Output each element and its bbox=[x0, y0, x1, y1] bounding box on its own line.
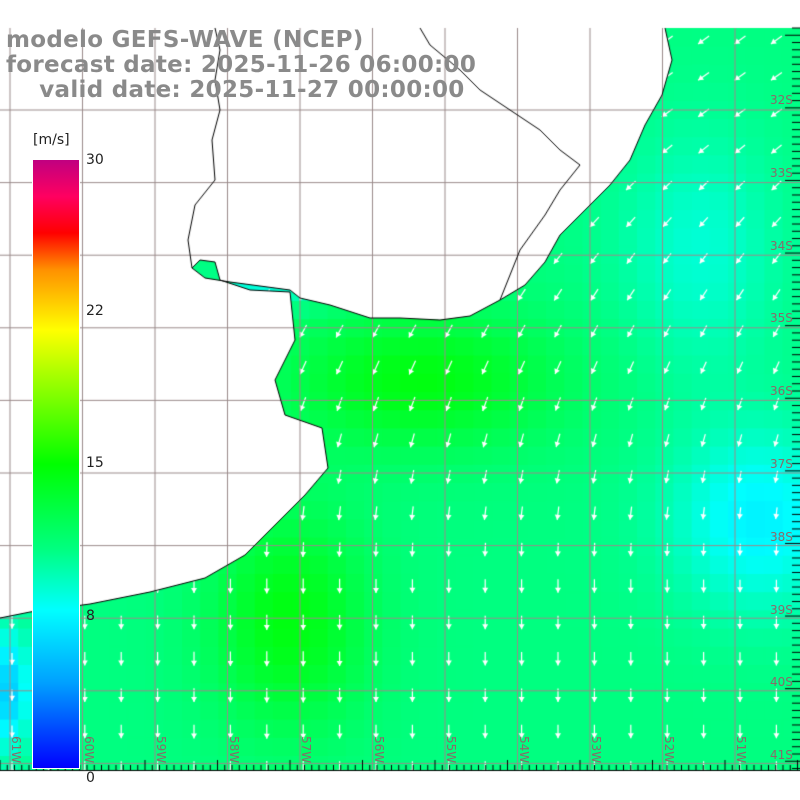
colorbar-tick: 0 bbox=[86, 770, 95, 786]
longitude-label: 52W bbox=[661, 736, 676, 764]
latitude-label: 38S bbox=[770, 529, 793, 544]
longitude-label: 54W bbox=[516, 736, 531, 764]
latitude-label: 36S bbox=[770, 384, 793, 399]
longitude-label: 58W bbox=[226, 736, 241, 764]
longitude-label: 56W bbox=[371, 736, 386, 764]
latitude-label: 37S bbox=[770, 457, 793, 471]
latitude-label: 35S bbox=[770, 311, 793, 326]
colorbar-tick: 22 bbox=[86, 303, 104, 319]
longitude-label: 51W bbox=[734, 736, 748, 764]
colorbar bbox=[32, 159, 80, 769]
longitude-label: 55W bbox=[444, 736, 458, 764]
longitude-label: 53W bbox=[589, 736, 603, 764]
longitude-label: 57W bbox=[299, 736, 313, 764]
model-title: modelo GEFS-WAVE (NCEP) bbox=[6, 27, 364, 53]
latitude-label: 33S bbox=[770, 165, 793, 180]
colorbar-tick: 30 bbox=[86, 152, 104, 168]
longitude-label: 59W bbox=[154, 736, 168, 764]
latitude-label: 41S bbox=[770, 748, 793, 763]
latitude-label: 34S bbox=[770, 238, 793, 253]
latitude-label: 32S bbox=[770, 93, 793, 107]
colorbar-unit: [m/s] bbox=[33, 132, 70, 148]
latitude-label: 40S bbox=[770, 675, 793, 690]
latitude-label: 39S bbox=[770, 602, 793, 617]
valid-date: valid date: 2025-11-27 00:00:00 bbox=[6, 77, 465, 103]
colorbar-tick: 15 bbox=[86, 455, 104, 471]
longitude-label: 61W bbox=[9, 736, 23, 764]
colorbar-tick: 8 bbox=[86, 608, 95, 624]
longitude-label: 60W bbox=[81, 736, 96, 764]
forecast-date: forecast date: 2025-11-26 06:00:00 bbox=[6, 52, 477, 78]
